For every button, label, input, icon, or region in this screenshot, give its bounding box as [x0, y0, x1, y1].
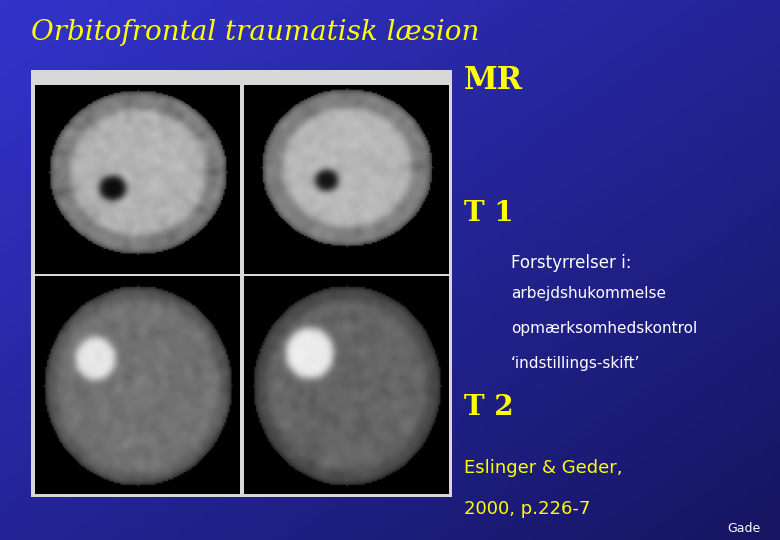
Text: Orbitofrontal traumatisk læsion: Orbitofrontal traumatisk læsion — [31, 19, 480, 46]
Text: Eslinger & Geder,: Eslinger & Geder, — [464, 459, 622, 477]
Text: Forstyrrelser i:: Forstyrrelser i: — [511, 254, 631, 272]
Text: opmærksomhedskontrol: opmærksomhedskontrol — [511, 321, 697, 336]
Text: L: L — [342, 279, 349, 289]
Text: T 2: T 2 — [464, 394, 514, 421]
Text: R: R — [133, 279, 142, 289]
Text: Gade: Gade — [727, 522, 760, 535]
Text: MR: MR — [464, 65, 523, 96]
Text: arbejdshukommelse: arbejdshukommelse — [511, 286, 666, 301]
Text: T 1: T 1 — [464, 200, 514, 227]
Text: ‘indstillings-skift’: ‘indstillings-skift’ — [511, 356, 640, 372]
Text: 2000, p.226-7: 2000, p.226-7 — [464, 500, 590, 517]
Bar — [31, 70, 452, 497]
